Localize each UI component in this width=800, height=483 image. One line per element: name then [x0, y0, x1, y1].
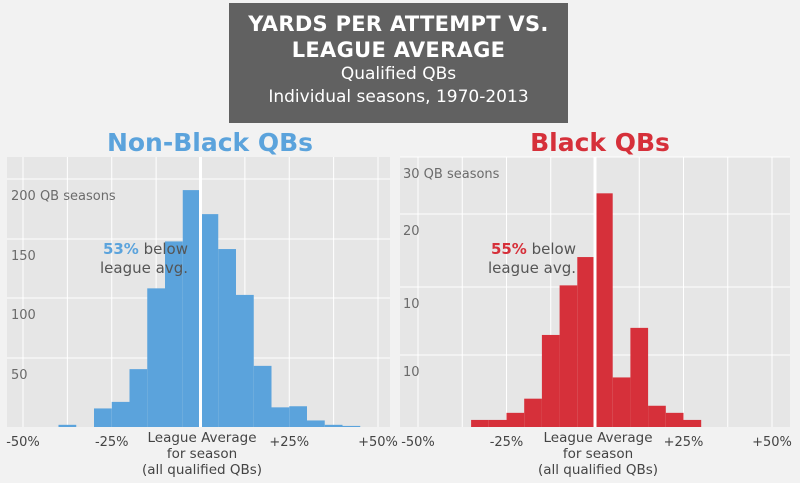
right-bar [683, 419, 702, 427]
left-center-label-line2: for season [166, 446, 238, 462]
left-bar [324, 424, 343, 427]
right-y-tick-label: 20 [403, 224, 420, 239]
left-bar [129, 369, 148, 427]
right-bar [541, 334, 560, 427]
right-bar [648, 405, 666, 427]
right-x-tick-label: -50% [401, 435, 435, 450]
left-center-label: League Average for season (all qualified… [112, 430, 292, 478]
left-bar [236, 294, 254, 427]
left-center-label-line1: League Average [147, 430, 257, 446]
left-x-tick-label: -25% [95, 435, 129, 450]
left-x-tick-label: +50% [358, 435, 398, 450]
left-x-tick-label: +25% [269, 435, 309, 450]
left-panel-title: Non-Black QBs [106, 128, 314, 157]
right-bar [471, 419, 489, 427]
right-y-tick-label: 10 [403, 365, 420, 380]
left-bar [307, 420, 325, 427]
left-bar [111, 401, 130, 427]
left-panel: 200 QB seasons 150 100 50 -50% -25% +25% +50% [6, 157, 398, 450]
right-bar [559, 285, 578, 427]
left-bar [147, 288, 165, 427]
right-bar [524, 398, 542, 427]
right-center-label-line2: for season [562, 446, 634, 462]
right-bar [577, 257, 595, 427]
chart-subtitle-line2: Individual seasons, 1970-2013 [268, 87, 529, 107]
left-x-tick-label: -50% [6, 435, 40, 450]
right-panel-title: Black QBs [530, 128, 670, 157]
right-y-tick-label: 10 [403, 297, 420, 312]
right-center-label-line3: (all qualified QBs) [537, 462, 659, 478]
left-y-tick-label: 100 [11, 308, 36, 323]
left-histogram: 200 QB seasons 150 100 50 -50% -25% +25% +50% [6, 157, 398, 450]
right-center-label-line1: League Average [543, 430, 653, 446]
right-bar [630, 327, 649, 427]
right-annotation-pct: 55% [490, 240, 527, 258]
right-histogram: 30 QB seasons 20 10 10 -50% -25% +25% +50% [400, 156, 792, 450]
right-bar [488, 419, 507, 427]
left-annotation: 53% below league avg. [60, 240, 188, 278]
right-x-tick-label: +25% [664, 435, 704, 450]
right-center-label: League Average for season (all qualified… [508, 430, 688, 478]
right-bar [612, 377, 631, 427]
right-y-tick-label: 30 QB seasons [403, 167, 500, 182]
right-bar [506, 412, 525, 427]
left-y-tick-label: 50 [11, 368, 28, 383]
left-y-tick-label: 150 [11, 249, 36, 264]
left-bar [289, 406, 307, 427]
left-bar [218, 249, 236, 427]
left-bar [271, 407, 290, 427]
title-box: YARDS PER ATTEMPT VS. LEAGUE AVERAGE Qua… [229, 3, 568, 123]
left-bar [165, 241, 183, 427]
right-annotation-text1: below [531, 240, 576, 258]
left-annotation-pct: 53% [102, 240, 139, 258]
chart-title-line2: LEAGUE AVERAGE [291, 38, 506, 62]
chart-subtitle-line1: Qualified QBs [340, 64, 457, 84]
right-annotation: 55% below league avg. [460, 240, 576, 278]
right-x-tick-label: -25% [490, 435, 524, 450]
left-y-tick-label: 200 QB seasons [11, 189, 116, 204]
left-bar [94, 408, 112, 427]
left-bar [342, 425, 361, 427]
left-annotation-text1: below [143, 240, 188, 258]
right-annotation-text2: league avg. [488, 259, 576, 277]
right-panel: 30 QB seasons 20 10 10 -50% -25% +25% +50% [400, 156, 792, 450]
right-x-tick-label: +50% [752, 435, 792, 450]
left-bar [182, 190, 201, 427]
left-bar [200, 214, 219, 427]
left-annotation-text2: league avg. [100, 259, 188, 277]
left-bar [253, 365, 272, 427]
right-bar [595, 193, 613, 427]
left-bar [58, 424, 77, 427]
right-bar [665, 412, 684, 427]
left-center-label-line3: (all qualified QBs) [141, 462, 263, 478]
chart-title-line1: YARDS PER ATTEMPT VS. [248, 12, 549, 36]
